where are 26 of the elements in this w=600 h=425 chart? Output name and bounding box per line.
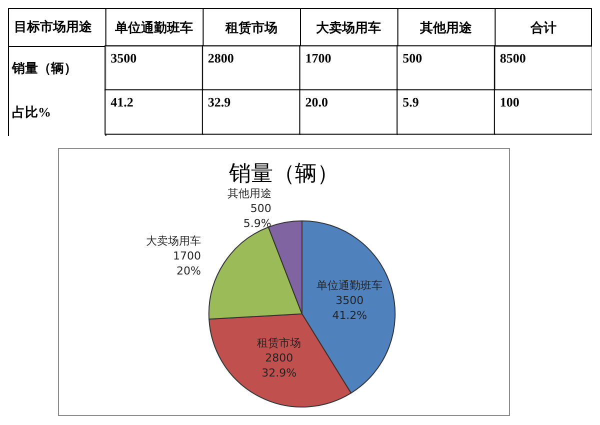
x-axis-title: 目标市场用途 bbox=[14, 19, 93, 34]
x-tick-label: 其他用途 bbox=[419, 20, 473, 35]
data-label: 2800 32.9% bbox=[262, 351, 297, 380]
slice-label: 租赁市场 bbox=[257, 336, 302, 350]
data-label: 20.0 bbox=[305, 94, 328, 110]
slice-label: 大卖场用车 bbox=[146, 234, 201, 248]
x-tick-label: 单位通勤班车 bbox=[114, 20, 193, 35]
chart-title: 销量（辆） bbox=[228, 160, 339, 186]
data-label: 2800 bbox=[208, 50, 234, 66]
data-label: 5.9 bbox=[402, 94, 420, 110]
slice-label: 单位通勤班车 bbox=[316, 278, 383, 292]
data-label: 500 bbox=[402, 50, 422, 66]
data-label: 8500 bbox=[500, 50, 526, 66]
y-tick-label: 占比% bbox=[12, 104, 51, 120]
data-label: 3500 bbox=[110, 50, 137, 66]
data-label: 41.2 bbox=[110, 94, 134, 110]
data-label: 32.9 bbox=[208, 94, 232, 110]
data-label: 3500 41.2% bbox=[332, 294, 368, 322]
data-label: 100 bbox=[500, 94, 520, 110]
slice-label: 其他用途 bbox=[227, 187, 272, 200]
data-label: 1700 bbox=[305, 50, 332, 66]
x-tick-label: 租赁市场 bbox=[224, 20, 278, 35]
x-tick-label: 合计 bbox=[529, 20, 556, 35]
x-tick-label: 大卖场用车 bbox=[316, 20, 382, 35]
data-label: 500 5.9% bbox=[243, 202, 272, 230]
data-label: 1700 20% bbox=[173, 249, 201, 278]
